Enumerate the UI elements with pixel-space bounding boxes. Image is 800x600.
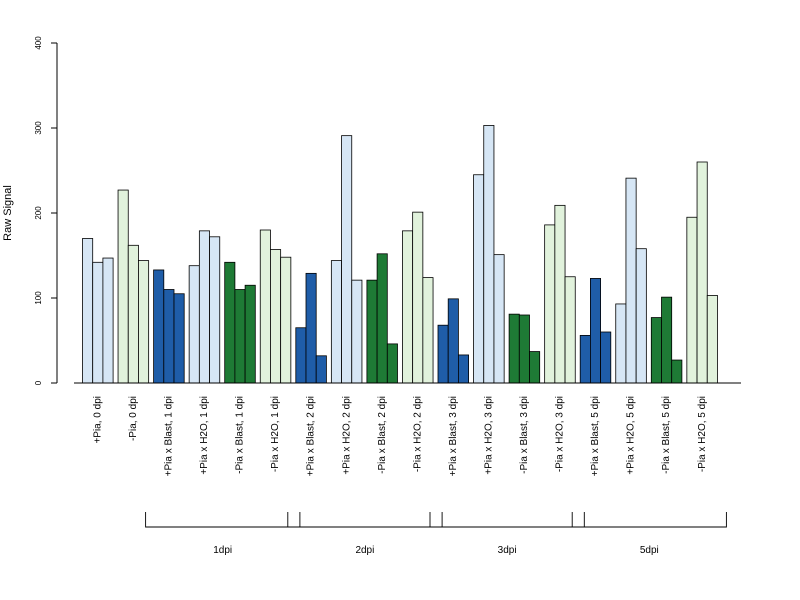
x-tick-label-1: +Pia, 0 dpi — [92, 396, 103, 444]
bracket-label-4: 5dpi — [640, 545, 659, 556]
bar-4-3 — [209, 236, 221, 384]
group-brackets: 1dpi 2dpi 3dpi 5dpi — [145, 512, 727, 556]
bar-16-1 — [615, 303, 627, 384]
bracket-1 — [145, 512, 301, 528]
bar-5-3 — [244, 284, 256, 384]
bar-17-1 — [650, 317, 662, 384]
bar-10-1 — [402, 230, 414, 384]
bars-layer — [82, 125, 718, 384]
bar-6-2 — [270, 249, 282, 384]
bar-5-2 — [234, 289, 246, 384]
y-tick-label-2: 100 — [34, 291, 43, 305]
bar-11-1 — [437, 324, 449, 384]
x-tick-labels: +Pia, 0 dpi -Pia, 0 dpi +Pia x Blast, 1 dp… — [92, 396, 707, 476]
bar-15-1 — [579, 334, 591, 384]
bracket-label-3: 3dpi — [498, 545, 517, 556]
bar-1-3 — [102, 257, 114, 384]
bar-15-2 — [590, 278, 602, 384]
axes-layer: 0 100 200 300 400 — [34, 36, 741, 385]
bar-8-1 — [330, 260, 342, 384]
bar-6-1 — [259, 229, 271, 384]
y-axis-label: Raw Signal — [2, 185, 14, 241]
x-tick-label-11: +Pia x Blast, 3 dpi — [448, 396, 459, 476]
bar-18-2 — [696, 161, 708, 384]
y-tick-label-4: 300 — [34, 121, 43, 135]
bracket-2 — [287, 512, 443, 528]
x-tick-label-15: +Pia x Blast, 5 dpi — [590, 396, 601, 476]
bar-2-3 — [138, 260, 150, 384]
x-tick-label-17: -Pia x Blast, 5 dpi — [661, 396, 672, 474]
bar-13-3 — [529, 351, 541, 384]
bar-7-1 — [295, 327, 307, 384]
bar-4-2 — [198, 230, 210, 384]
bar-18-1 — [686, 216, 698, 384]
bar-14-2 — [554, 204, 566, 384]
bar-7-3 — [315, 355, 327, 384]
bar-2-2 — [127, 244, 139, 384]
x-tick-label-12: +Pia x H2O, 3 dpi — [483, 396, 494, 475]
bar-8-2 — [341, 135, 353, 384]
bar-3-2 — [163, 289, 175, 384]
x-tick-label-6: -Pia x H2O, 1 dpi — [270, 396, 281, 472]
x-tick-label-5: -Pia x Blast, 1 dpi — [235, 396, 246, 474]
y-tick-label-5: 400 — [34, 36, 43, 50]
x-tick-label-3: +Pia x Blast, 1 dpi — [164, 396, 175, 476]
bar-9-1 — [366, 279, 378, 384]
bar-10-2 — [412, 211, 424, 384]
x-tick-label-16: +Pia x H2O, 5 dpi — [626, 396, 637, 475]
bar-9-2 — [376, 253, 388, 384]
bar-2-1 — [117, 189, 129, 384]
bar-17-2 — [661, 296, 673, 384]
bar-13-2 — [518, 314, 530, 384]
bar-16-2 — [625, 177, 637, 384]
bar-6-3 — [280, 256, 292, 384]
bar-3-1 — [153, 269, 165, 384]
bracket-4 — [571, 512, 727, 528]
y-tick-label-1: 0 — [34, 380, 43, 385]
bar-7-2 — [305, 272, 317, 384]
bar-12-1 — [473, 174, 485, 384]
bar-9-3 — [386, 343, 398, 384]
bar-13-1 — [508, 313, 520, 384]
bar-16-3 — [635, 248, 647, 384]
bar-1-1 — [82, 238, 94, 384]
bar-14-3 — [564, 276, 576, 384]
bar-8-3 — [351, 279, 363, 384]
x-tick-label-4: +Pia x H2O, 1 dpi — [199, 396, 210, 475]
bar-12-2 — [483, 125, 495, 384]
bar-15-3 — [600, 331, 612, 384]
x-tick-label-2: -Pia, 0 dpi — [128, 396, 139, 441]
bracket-label-1: 1dpi — [213, 545, 232, 556]
bar-1-2 — [92, 261, 104, 384]
bar-11-2 — [447, 298, 459, 384]
bracket-3 — [429, 512, 585, 528]
y-tick-label-3: 200 — [34, 206, 43, 220]
x-tick-label-9: -Pia x Blast, 2 dpi — [377, 396, 388, 474]
bar-5-1 — [224, 261, 236, 384]
bar-3-3 — [173, 293, 185, 384]
x-tick-label-8: +Pia x H2O, 2 dpi — [341, 396, 352, 475]
bar-18-3 — [706, 295, 718, 384]
bar-4-1 — [188, 265, 200, 384]
bar-11-3 — [457, 354, 469, 384]
bar-17-3 — [671, 359, 683, 384]
bracket-label-2: 2dpi — [355, 545, 374, 556]
bar-10-3 — [422, 277, 434, 384]
x-tick-label-10: -Pia x H2O, 2 dpi — [412, 396, 423, 472]
x-tick-label-18: -Pia x H2O, 5 dpi — [697, 396, 708, 472]
x-tick-label-14: -Pia x H2O, 3 dpi — [555, 396, 566, 472]
bar-14-1 — [544, 224, 556, 384]
x-tick-label-7: +Pia x Blast, 2 dpi — [306, 396, 317, 476]
x-tick-label-13: -Pia x Blast, 3 dpi — [519, 396, 530, 474]
bar-12-3 — [493, 254, 505, 384]
